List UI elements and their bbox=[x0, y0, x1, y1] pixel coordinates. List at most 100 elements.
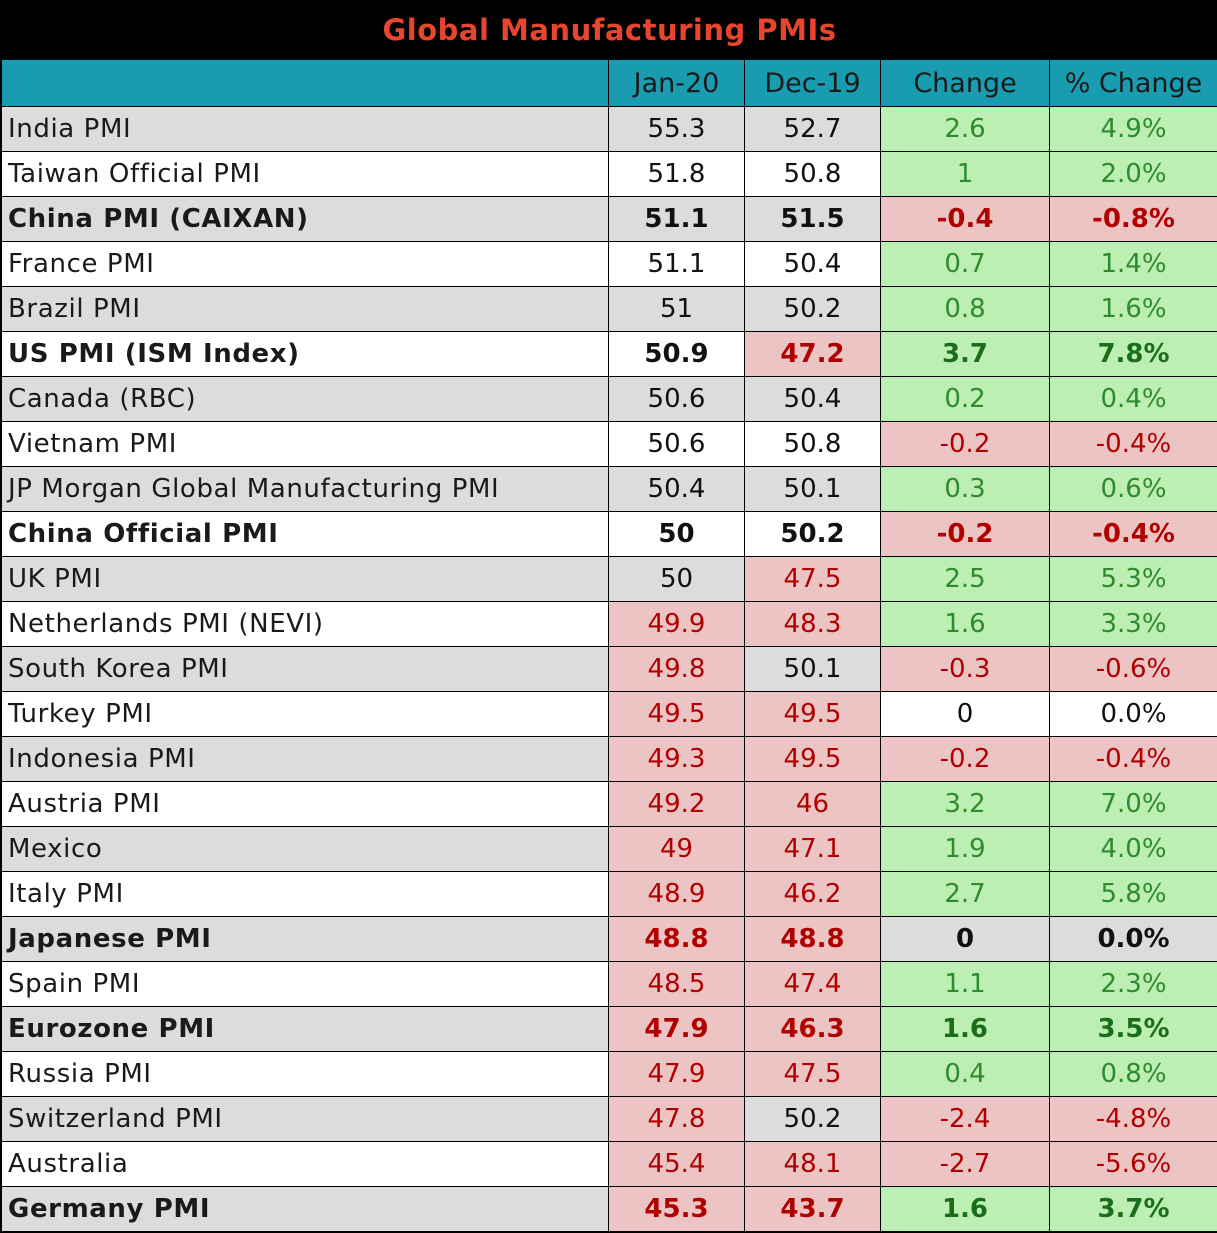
value-dec19: 50.4 bbox=[744, 242, 880, 286]
row-name: Russia PMI bbox=[8, 1059, 152, 1089]
value-change: 1.6 bbox=[880, 602, 1049, 646]
row-name: Mexico bbox=[8, 834, 103, 864]
value-jan20: 48.9 bbox=[608, 872, 744, 916]
row-name: China Official PMI bbox=[8, 519, 279, 549]
value-dec19: 49.5 bbox=[744, 692, 880, 736]
table-row: Japanese PMI 48.8 48.8 0 0.0% bbox=[2, 917, 1217, 962]
value-change: 2.7 bbox=[880, 872, 1049, 916]
table-row: Turkey PMI 49.5 49.5 0 0.0% bbox=[2, 692, 1217, 737]
table-row: Netherlands PMI (NEVI) 49.9 48.3 1.6 3.3% bbox=[2, 602, 1217, 647]
value-change: 3.7 bbox=[880, 332, 1049, 376]
table-row: Australia 45.4 48.1 -2.7 -5.6% bbox=[2, 1142, 1217, 1187]
value-change: -2.7 bbox=[880, 1142, 1049, 1186]
value-jan20: 50 bbox=[608, 512, 744, 556]
value-dec19: 47.5 bbox=[744, 1052, 880, 1096]
row-name: US PMI (ISM Index) bbox=[8, 339, 300, 369]
table-row: JP Morgan Global Manufacturing PMI 50.4 50… bbox=[2, 467, 1217, 512]
value-dec19: 51.5 bbox=[744, 197, 880, 241]
value-pct-change: 2.0% bbox=[1049, 152, 1217, 196]
value-change: 0.8 bbox=[880, 287, 1049, 331]
row-name: JP Morgan Global Manufacturing PMI bbox=[8, 474, 500, 504]
value-change: 2.5 bbox=[880, 557, 1049, 601]
value-dec19: 50.8 bbox=[744, 152, 880, 196]
value-jan20: 47.9 bbox=[608, 1052, 744, 1096]
value-jan20: 49 bbox=[608, 827, 744, 871]
value-jan20: 49.2 bbox=[608, 782, 744, 826]
value-dec19: 50.8 bbox=[744, 422, 880, 466]
table-row: China PMI (CAIXAN) 51.1 51.5 -0.4 -0.8% bbox=[2, 197, 1217, 242]
row-name: Indonesia PMI bbox=[8, 744, 196, 774]
table-row: Switzerland PMI 47.8 50.2 -2.4 -4.8% bbox=[2, 1097, 1217, 1142]
value-dec19: 49.5 bbox=[744, 737, 880, 781]
table-row: Italy PMI 48.9 46.2 2.7 5.8% bbox=[2, 872, 1217, 917]
value-pct-change: 3.3% bbox=[1049, 602, 1217, 646]
value-dec19: 43.7 bbox=[744, 1187, 880, 1231]
value-change: -2.4 bbox=[880, 1097, 1049, 1141]
row-name: UK PMI bbox=[8, 564, 102, 594]
value-dec19: 47.1 bbox=[744, 827, 880, 871]
table-row: Spain PMI 48.5 47.4 1.1 2.3% bbox=[2, 962, 1217, 1007]
value-dec19: 47.2 bbox=[744, 332, 880, 376]
header-name bbox=[2, 60, 608, 107]
row-name: Germany PMI bbox=[8, 1194, 211, 1224]
row-name: Taiwan Official PMI bbox=[8, 159, 261, 189]
value-change: 0.4 bbox=[880, 1052, 1049, 1096]
value-pct-change: 3.7% bbox=[1049, 1187, 1217, 1231]
row-name: Australia bbox=[8, 1149, 129, 1179]
value-dec19: 46.2 bbox=[744, 872, 880, 916]
value-dec19: 47.4 bbox=[744, 962, 880, 1006]
value-pct-change: 0.0% bbox=[1049, 917, 1217, 961]
value-pct-change: 4.0% bbox=[1049, 827, 1217, 871]
value-jan20: 49.5 bbox=[608, 692, 744, 736]
value-jan20: 47.9 bbox=[608, 1007, 744, 1051]
table-row: France PMI 51.1 50.4 0.7 1.4% bbox=[2, 242, 1217, 287]
value-dec19: 46.3 bbox=[744, 1007, 880, 1051]
header-jan20: Jan-20 bbox=[608, 60, 744, 107]
value-change: -0.2 bbox=[880, 422, 1049, 466]
row-name: Canada (RBC) bbox=[8, 384, 197, 414]
value-pct-change: 3.5% bbox=[1049, 1007, 1217, 1051]
value-dec19: 50.4 bbox=[744, 377, 880, 421]
value-pct-change: 2.3% bbox=[1049, 962, 1217, 1006]
value-change: 0.7 bbox=[880, 242, 1049, 286]
value-pct-change: 0.0% bbox=[1049, 692, 1217, 736]
row-name: South Korea PMI bbox=[8, 654, 229, 684]
value-change: 1.6 bbox=[880, 1187, 1049, 1231]
value-pct-change: -0.4% bbox=[1049, 422, 1217, 466]
value-jan20: 48.8 bbox=[608, 917, 744, 961]
value-change: 1 bbox=[880, 152, 1049, 196]
value-change: 0.3 bbox=[880, 467, 1049, 511]
value-jan20: 55.3 bbox=[608, 107, 744, 151]
value-dec19: 50.2 bbox=[744, 512, 880, 556]
value-dec19: 50.2 bbox=[744, 287, 880, 331]
value-change: 2.6 bbox=[880, 107, 1049, 151]
value-dec19: 50.2 bbox=[744, 1097, 880, 1141]
value-change: -0.2 bbox=[880, 737, 1049, 781]
value-change: 1.1 bbox=[880, 962, 1049, 1006]
row-name: Vietnam PMI bbox=[8, 429, 178, 459]
value-dec19: 50.1 bbox=[744, 467, 880, 511]
header-dec19: Dec-19 bbox=[744, 60, 880, 107]
value-jan20: 49.3 bbox=[608, 737, 744, 781]
row-name: Brazil PMI bbox=[8, 294, 141, 324]
value-pct-change: 7.8% bbox=[1049, 332, 1217, 376]
table-title: Global Manufacturing PMIs bbox=[2, 0, 1217, 60]
value-dec19: 52.7 bbox=[744, 107, 880, 151]
value-jan20: 51.8 bbox=[608, 152, 744, 196]
value-dec19: 46 bbox=[744, 782, 880, 826]
table-row: India PMI 55.3 52.7 2.6 4.9% bbox=[2, 107, 1217, 152]
row-name: Spain PMI bbox=[8, 969, 141, 999]
value-change: 0.2 bbox=[880, 377, 1049, 421]
header-change: Change bbox=[880, 60, 1049, 107]
row-name: France PMI bbox=[8, 249, 155, 279]
value-pct-change: 7.0% bbox=[1049, 782, 1217, 826]
value-jan20: 50 bbox=[608, 557, 744, 601]
row-name: Switzerland PMI bbox=[8, 1104, 223, 1134]
header-row: Jan-20 Dec-19 Change % Change bbox=[2, 60, 1217, 107]
value-change: 0 bbox=[880, 692, 1049, 736]
value-dec19: 50.1 bbox=[744, 647, 880, 691]
value-pct-change: -0.6% bbox=[1049, 647, 1217, 691]
value-pct-change: -4.8% bbox=[1049, 1097, 1217, 1141]
value-jan20: 48.5 bbox=[608, 962, 744, 1006]
value-jan20: 49.8 bbox=[608, 647, 744, 691]
